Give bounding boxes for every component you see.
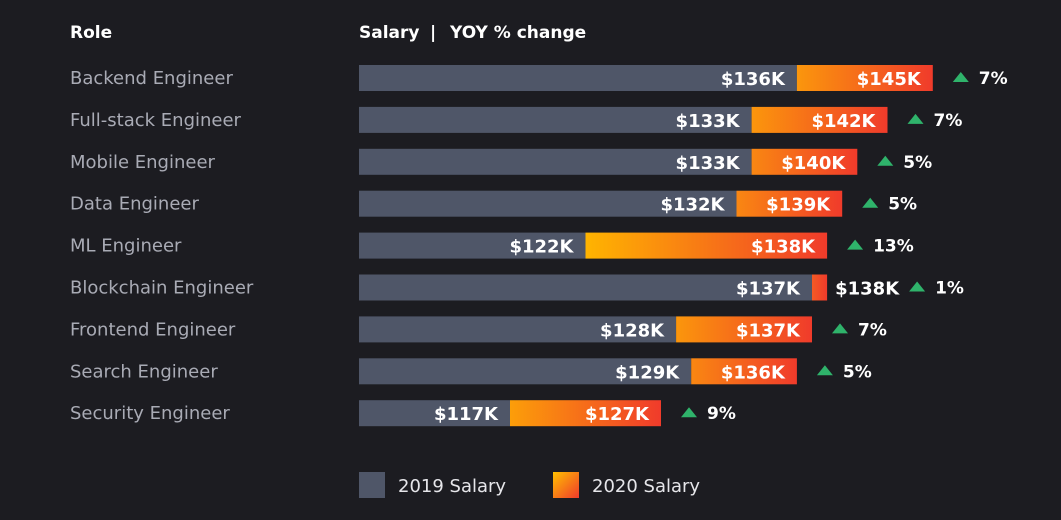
role-label: Blockchain Engineer <box>70 278 254 299</box>
bar-rows: Backend Engineer $136K $145K 7% Full-stack E… <box>70 65 1008 427</box>
header-separator: | <box>430 23 436 43</box>
up-arrow-icon <box>832 323 848 334</box>
yoy-change-label: 5% <box>843 362 872 382</box>
yoy-change-label: 5% <box>888 195 917 215</box>
value-label-2020: $139K <box>766 195 831 216</box>
bar-2019 <box>359 274 812 301</box>
value-label-2020: $137K <box>736 320 801 341</box>
value-label-2019: $137K <box>736 279 801 300</box>
value-label-2020: $138K <box>751 237 816 258</box>
up-arrow-icon <box>952 72 969 82</box>
header-yoy: YOY % change <box>449 23 586 43</box>
up-arrow-icon <box>907 113 924 124</box>
up-arrow-icon <box>877 155 894 166</box>
yoy-change-label: 5% <box>903 153 932 173</box>
yoy-change-label: 13% <box>873 237 914 257</box>
value-label-2019: $132K <box>660 195 725 216</box>
up-arrow-icon <box>681 407 697 418</box>
value-label-2020: $136K <box>721 362 786 383</box>
yoy-change-label: 9% <box>707 404 736 424</box>
legend-swatch-2020 <box>553 472 579 498</box>
value-label-2019: $136K <box>721 69 786 90</box>
bar-2020 <box>585 232 828 259</box>
bar-2019 <box>359 400 510 427</box>
value-label-2020: $127K <box>585 404 650 425</box>
bar-2020 <box>796 65 933 91</box>
role-label: ML Engineer <box>70 236 182 257</box>
yoy-change-label: 7% <box>934 111 963 131</box>
value-label-2020: $142K <box>811 111 876 132</box>
value-label-2019: $129K <box>615 362 680 383</box>
legend-label-2019: 2019 Salary <box>398 476 506 497</box>
bar-2020 <box>736 190 843 217</box>
role-label: Mobile Engineer <box>70 152 216 173</box>
header-role: Role <box>70 23 112 43</box>
value-label-2020: $138K <box>835 279 900 300</box>
bar-2019 <box>359 316 677 343</box>
up-arrow-icon <box>847 239 864 250</box>
bar-2019 <box>359 190 737 217</box>
bar-2020 <box>691 358 797 385</box>
bar-2019 <box>359 358 692 385</box>
value-label-2019: $122K <box>509 237 574 258</box>
role-label: Frontend Engineer <box>70 319 236 340</box>
role-label: Full-stack Engineer <box>70 110 242 131</box>
value-label-2019: $133K <box>676 111 741 132</box>
bar-2020 <box>812 274 828 301</box>
legend-swatch-2019 <box>359 472 385 498</box>
yoy-change-label: 7% <box>858 320 887 340</box>
role-label: Backend Engineer <box>70 68 233 89</box>
value-label-2019: $117K <box>434 404 499 425</box>
value-label-2019: $128K <box>600 320 665 341</box>
header-salary: Salary <box>359 23 419 43</box>
legend: 2019 Salary 2020 Salary <box>359 472 700 498</box>
bar-2020 <box>510 400 661 427</box>
bar-2019 <box>359 65 797 91</box>
role-label: Security Engineer <box>70 403 230 424</box>
up-arrow-icon <box>909 281 926 292</box>
up-arrow-icon <box>862 197 879 208</box>
bar-2019 <box>359 148 752 175</box>
value-label-2020: $145K <box>857 69 922 90</box>
role-label: Data Engineer <box>70 194 199 215</box>
bar-2020 <box>751 148 858 175</box>
bar-2020 <box>676 316 812 343</box>
role-label: Search Engineer <box>70 361 218 382</box>
value-label-2020: $140K <box>781 153 846 174</box>
bar-2019 <box>359 232 586 259</box>
bar-2020 <box>751 106 888 133</box>
up-arrow-icon <box>816 365 833 376</box>
bar-2019 <box>359 106 752 133</box>
yoy-change-label: 7% <box>979 69 1008 89</box>
legend-label-2020: 2020 Salary <box>592 476 700 497</box>
value-label-2019: $133K <box>676 153 741 174</box>
yoy-change-label: 1% <box>935 279 964 299</box>
